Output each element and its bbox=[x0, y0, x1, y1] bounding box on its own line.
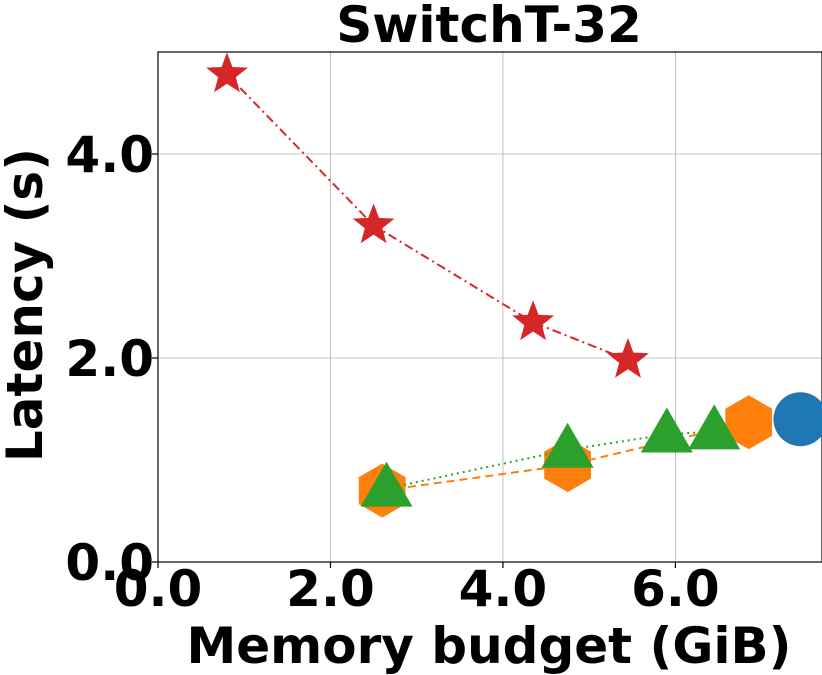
data-point-triangle bbox=[640, 407, 693, 453]
x-axis-label: Memory budget (GiB) bbox=[187, 617, 792, 675]
data-point-star bbox=[607, 338, 649, 378]
series-circle bbox=[773, 392, 822, 447]
data-point-triangle bbox=[360, 461, 413, 507]
series-layer bbox=[206, 52, 822, 518]
y-axis: 0.0 2.0 4.0 bbox=[65, 126, 158, 592]
data-point-circle bbox=[773, 392, 822, 447]
data-point-hexagon bbox=[725, 395, 773, 450]
x-tick-label: 2.0 bbox=[286, 560, 375, 618]
x-tick-label: 4.0 bbox=[459, 560, 548, 618]
grid bbox=[157, 52, 822, 563]
plot-area bbox=[157, 51, 822, 563]
chart-title: SwitchT-32 bbox=[336, 0, 642, 54]
series-star bbox=[206, 52, 649, 378]
data-point-star bbox=[206, 52, 248, 93]
y-axis-label: Latency (s) bbox=[0, 148, 54, 462]
x-axis: 0.0 2.0 4.0 6.0 bbox=[114, 560, 720, 618]
y-tick-label: 4.0 bbox=[65, 126, 154, 184]
x-tick-label: 6.0 bbox=[631, 560, 720, 618]
y-tick-label: 0.0 bbox=[65, 534, 154, 592]
data-point-triangle bbox=[541, 422, 594, 468]
x-tick-label: 0.0 bbox=[114, 560, 203, 618]
series-triangle bbox=[360, 404, 741, 507]
series-line bbox=[386, 430, 715, 490]
data-point-star bbox=[512, 300, 554, 341]
data-point-triangle bbox=[688, 404, 741, 450]
y-tick-label: 2.0 bbox=[65, 330, 154, 388]
series-line bbox=[226, 73, 629, 361]
data-point-star bbox=[352, 203, 395, 244]
